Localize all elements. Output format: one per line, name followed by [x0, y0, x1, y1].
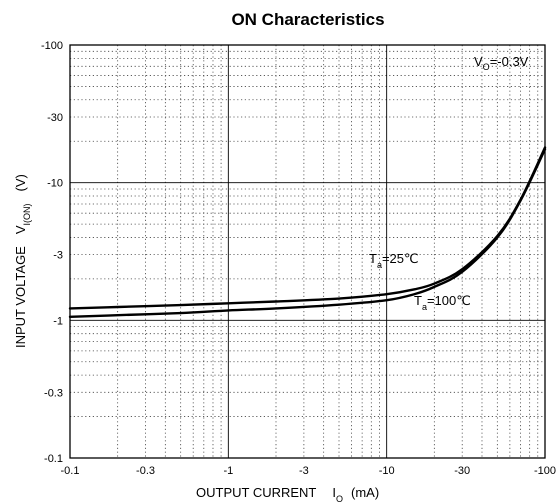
y-tick-labels: -100 -30 -10 -3 -1 -0.3 -0.1 — [41, 40, 63, 465]
chart-title: ON Characteristics — [231, 10, 384, 29]
major-grid — [70, 45, 545, 458]
series-label-100c: Ta=100℃ — [414, 293, 471, 312]
series-label-100c-symbol: T — [414, 293, 422, 308]
y-axis-label: INPUT VOLTAGE VI(ON) (V) — [13, 174, 32, 348]
series-label-25c: Ta=25℃ — [369, 251, 419, 270]
y-tick-label: -3 — [53, 250, 63, 262]
series-label-25c-value: =25℃ — [382, 251, 419, 266]
y-tick-label: -10 — [47, 178, 63, 190]
series-label-100c-value: =100℃ — [427, 293, 471, 308]
curve-ta-100c — [68, 148, 547, 319]
y-axis-label-unit: (V) — [13, 174, 28, 191]
y-tick-label: -1 — [53, 315, 63, 327]
minor-grid — [70, 45, 545, 458]
y-axis-label-subscript: I(ON) — [22, 203, 32, 225]
y-tick-label: -0.1 — [44, 453, 63, 465]
x-axis-label-symbol: I — [332, 485, 336, 500]
y-tick-label: -0.3 — [44, 387, 63, 399]
y-axis-label-symbol: V — [13, 225, 28, 234]
series-label-25c-subscript: a — [377, 260, 382, 270]
condition-symbol: V — [474, 54, 483, 69]
y-axis-label-main: INPUT VOLTAGE — [13, 246, 28, 348]
y-tick-label: -30 — [47, 112, 63, 124]
x-tick-label: -100 — [534, 465, 556, 477]
x-tick-label: -1 — [223, 465, 233, 477]
curves — [68, 146, 547, 319]
condition-label: VO=-0.3V — [474, 54, 529, 72]
x-tick-label: -3 — [299, 465, 309, 477]
x-tick-label: -30 — [454, 465, 470, 477]
x-axis-label: OUTPUT CURRENT IO (mA) — [196, 485, 379, 502]
x-tick-label: -10 — [379, 465, 395, 477]
condition-value: =-0.3V — [490, 54, 529, 69]
series-label-25c-symbol: T — [369, 251, 377, 266]
x-tick-labels: -0.1 -0.3 -1 -3 -10 -30 -100 — [61, 465, 557, 477]
x-axis-label-unit: (mA) — [351, 485, 379, 500]
x-tick-label: -0.1 — [61, 465, 80, 477]
series-label-100c-subscript: a — [422, 302, 427, 312]
curve-ta-25c — [68, 146, 547, 310]
condition-subscript: O — [483, 62, 490, 72]
plot-frame — [69, 44, 546, 459]
x-tick-label: -0.3 — [136, 465, 155, 477]
x-axis-label-subscript: O — [336, 494, 343, 502]
x-axis-label-main: OUTPUT CURRENT — [196, 485, 316, 500]
y-tick-label: -100 — [41, 40, 63, 52]
